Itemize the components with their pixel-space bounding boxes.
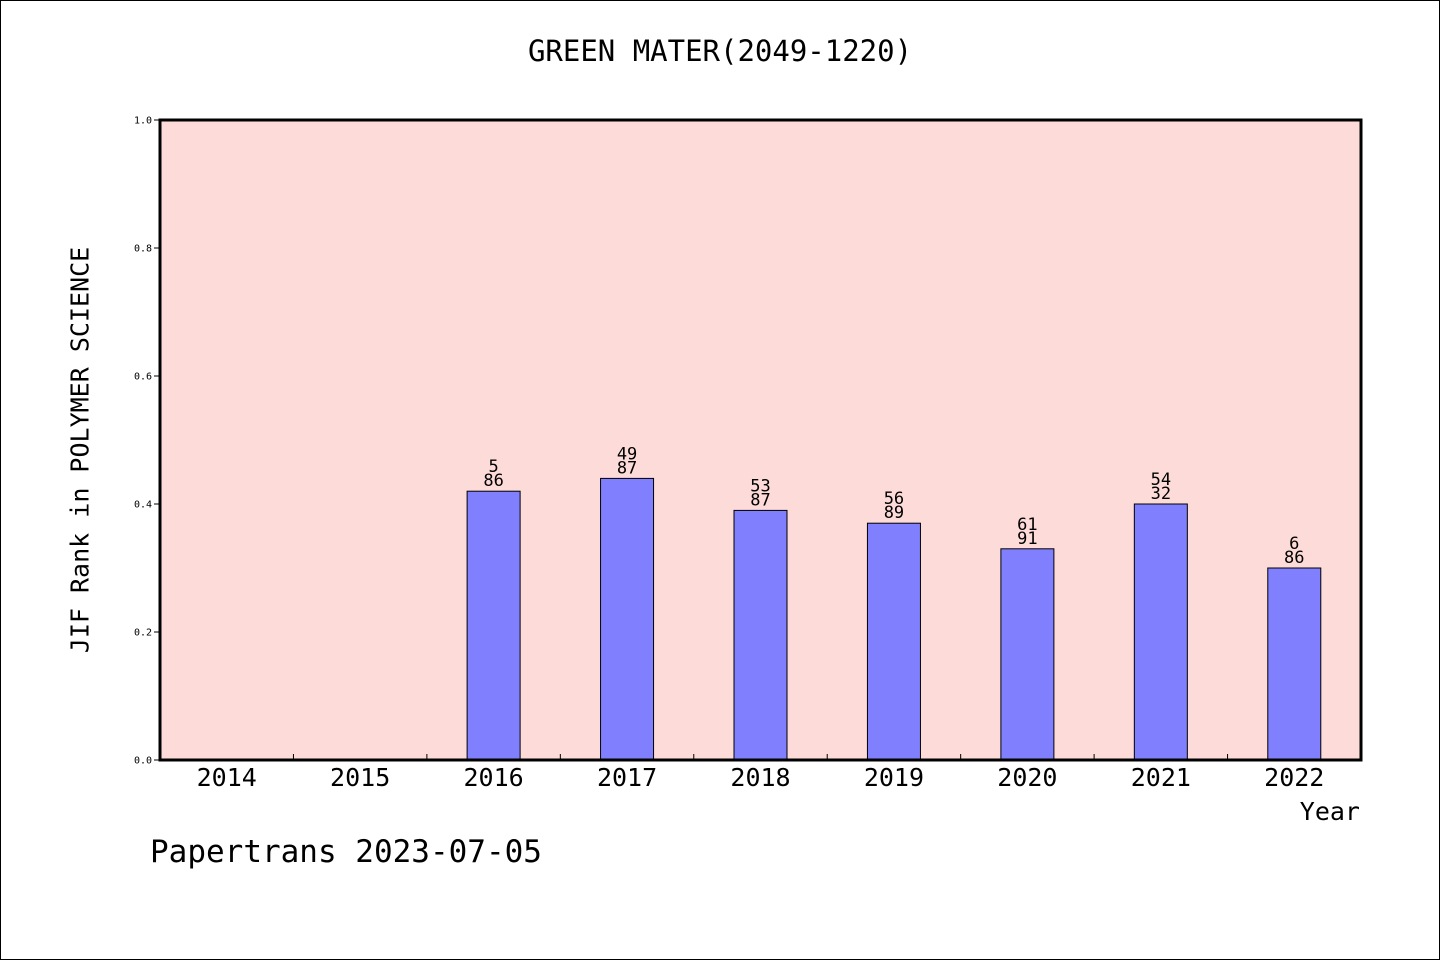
bar	[1133, 503, 1188, 761]
footer-note: Papertrans 2023-07-05	[150, 834, 542, 870]
bar-label-total: 32	[1151, 484, 1171, 504]
bar-label-rank: 5	[488, 457, 498, 477]
bar-label-total: 89	[884, 503, 904, 523]
bar-label-rank: 6	[1289, 534, 1299, 554]
bar	[1267, 567, 1322, 761]
y-tick-label: 0.6	[134, 372, 152, 383]
bar-label-total: 87	[617, 458, 637, 478]
bar	[466, 490, 521, 761]
bar-label-total: 86	[483, 471, 503, 491]
x-tick-label: 2018	[730, 763, 790, 792]
bar	[1000, 548, 1055, 761]
bar-label-total: 86	[1284, 548, 1304, 568]
bar	[733, 509, 788, 761]
x-tick-label: 2014	[197, 763, 257, 792]
bar-label-rank: 49	[617, 444, 637, 464]
bar	[600, 477, 655, 761]
plot-border	[158, 118, 1363, 762]
x-tick-label: 2017	[597, 763, 657, 792]
bar-label-rank: 61	[1017, 515, 1037, 535]
bar-label-rank: 56	[884, 489, 904, 509]
x-tick-label: 2021	[1131, 763, 1191, 792]
y-tick-label: 1.0	[134, 116, 152, 127]
x-tick-label: 2015	[330, 763, 390, 792]
bar-label-total: 87	[750, 490, 770, 510]
bar	[866, 522, 921, 761]
bar-label-rank: 54	[1151, 470, 1171, 490]
x-tick-label: 2022	[1264, 763, 1324, 792]
y-tick-label: 0.8	[134, 244, 152, 255]
y-tick-label: 0.0	[134, 756, 152, 767]
x-tick-label: 2020	[997, 763, 1057, 792]
x-tick-label: 2016	[464, 763, 524, 792]
bar-label-rank: 53	[750, 476, 770, 496]
x-tick-label: 2019	[864, 763, 924, 792]
x-axis-label: Year	[1299, 797, 1360, 826]
bar-label-total: 91	[1017, 529, 1037, 549]
y-tick-label: 0.2	[134, 628, 152, 639]
y-tick-label: 0.4	[134, 500, 152, 511]
bars	[466, 477, 1322, 761]
chart-title: GREEN MATER(2049-1220)	[527, 34, 913, 68]
